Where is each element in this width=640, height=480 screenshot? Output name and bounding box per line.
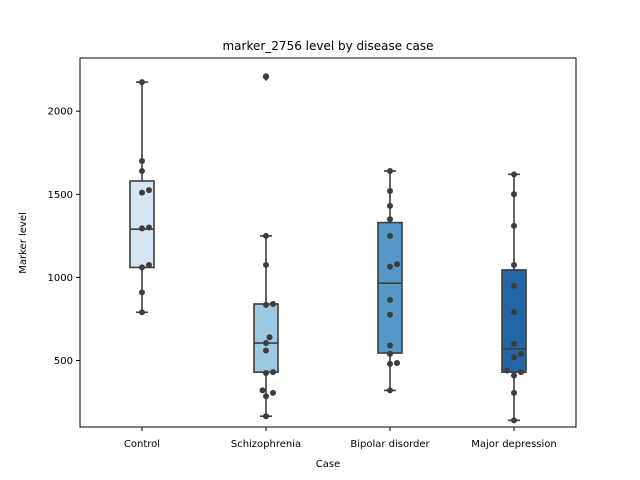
data-point: [387, 202, 393, 209]
data-point: [387, 360, 393, 367]
data-point: [139, 168, 145, 175]
data-point: [263, 261, 269, 268]
x-axis-label: Case: [316, 459, 340, 470]
data-point: [511, 282, 517, 289]
data-point: [139, 79, 145, 86]
data-point: [263, 301, 269, 308]
data-point: [387, 387, 393, 394]
data-point: [387, 350, 393, 357]
data-point: [511, 372, 517, 379]
data-point: [394, 360, 400, 367]
data-point: [511, 340, 517, 347]
data-point: [270, 369, 276, 376]
data-point: [266, 334, 273, 341]
data-point: [146, 187, 152, 194]
data-point: [263, 232, 269, 239]
data-point: [504, 367, 510, 374]
data-point: [518, 369, 524, 376]
data-point: [270, 301, 276, 307]
y-tick-label: 500: [54, 356, 73, 367]
box-body: [377, 221, 403, 354]
data-point: [387, 342, 393, 349]
data-point: [518, 350, 524, 357]
y-axis-label: Marker level: [18, 212, 29, 274]
plot-area: [129, 73, 527, 424]
data-point: [139, 264, 145, 271]
data-point: [387, 187, 393, 194]
data-point: [259, 387, 266, 394]
data-point: [511, 171, 517, 178]
x-tick-label: Bipolar disorder: [350, 439, 430, 450]
data-point: [394, 261, 400, 268]
data-point: [511, 417, 517, 424]
data-point: [263, 413, 269, 420]
y-tick-label: 2000: [48, 107, 73, 118]
data-point: [511, 191, 517, 198]
data-point: [263, 340, 269, 347]
data-point: [139, 225, 145, 232]
data-point: [511, 222, 517, 229]
x-tick-label: Schizophrenia: [231, 439, 301, 450]
axes-frame: [79, 57, 577, 428]
chart-title: marker_2756 level by disease case: [222, 39, 433, 53]
data-point: [387, 263, 393, 270]
y-tick-label: 1500: [48, 190, 73, 201]
data-point: [511, 261, 517, 268]
axes: 500 1000 1500 2000 Control Schizophrenia Bipol…: [48, 107, 557, 450]
data-point: [387, 232, 393, 239]
data-point: [387, 296, 393, 303]
data-point: [387, 216, 393, 223]
data-point: [146, 261, 152, 268]
data-point: [139, 289, 145, 296]
data-point: [511, 354, 517, 361]
data-point: [387, 168, 393, 175]
x-tick-label: Control: [124, 439, 160, 450]
x-tick-label: Major depression: [471, 439, 557, 450]
data-point: [387, 311, 393, 318]
data-point: [139, 309, 145, 316]
data-point: [139, 189, 145, 196]
data-point: [511, 389, 517, 396]
data-point: [146, 224, 152, 231]
data-point: [263, 73, 269, 80]
data-point: [270, 389, 276, 396]
y-tick-label: 1000: [48, 273, 73, 284]
data-point: [139, 158, 145, 165]
data-point: [263, 369, 269, 376]
box-body: [253, 303, 279, 373]
data-point: [263, 347, 269, 354]
data-point: [511, 309, 517, 316]
data-point: [263, 393, 269, 400]
